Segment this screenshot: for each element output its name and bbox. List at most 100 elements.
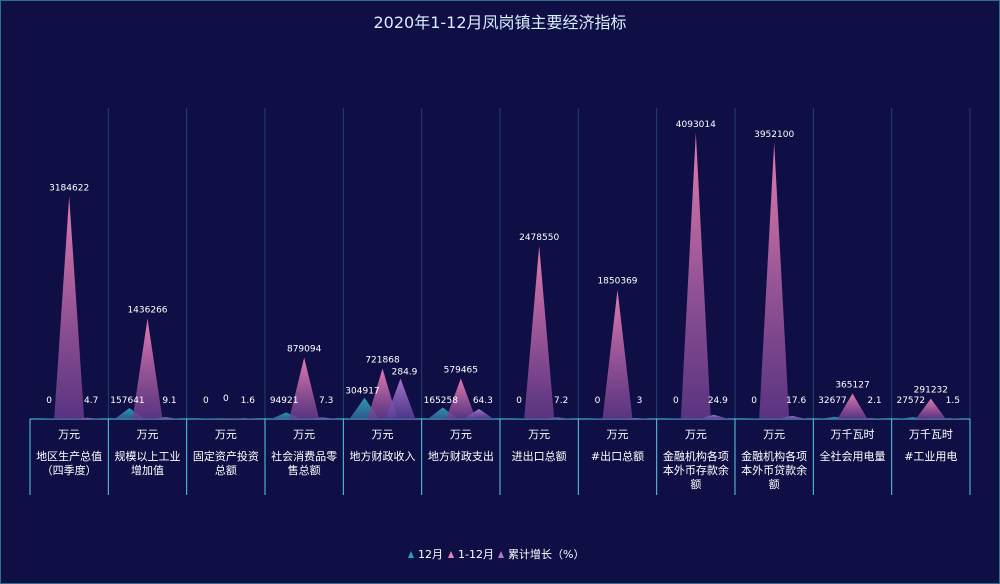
legend-marker	[448, 551, 454, 558]
bar-1-12m	[289, 357, 320, 419]
data-label-1-12m: 3184622	[49, 183, 89, 193]
data-label-12m: 0	[203, 396, 209, 406]
bar-growth	[307, 417, 338, 419]
category-label-line: 地方财政收入	[350, 449, 416, 463]
legend-label: 累计增长（%）	[508, 547, 584, 561]
category-label: 金融机构各项本外币贷款余额	[741, 449, 807, 491]
data-label-12m: 157641	[110, 396, 144, 406]
bar-growth	[385, 378, 416, 419]
data-label-12m: 27572	[896, 396, 925, 406]
data-label-growth: 9.1	[162, 396, 176, 406]
category-label-line: 地区生产总值	[36, 449, 102, 463]
data-label-1-12m: 0	[223, 394, 229, 404]
category-label-line: 额	[769, 478, 780, 491]
data-label-growth: 1.6	[241, 396, 256, 406]
category-label-line: 规模以上工业	[115, 449, 181, 463]
data-label-1-12m: 721868	[365, 356, 400, 366]
category-label-line: #工业用电	[904, 450, 957, 463]
data-label-12m: 94921	[270, 396, 299, 406]
category-unit: 万元	[763, 428, 785, 441]
data-label-1-12m: 291232	[914, 386, 948, 396]
bar-growth	[150, 417, 181, 419]
data-label-12m: 304917	[345, 387, 379, 397]
data-label-1-12m: 4093014	[676, 120, 716, 130]
category-label: #出口总额	[591, 449, 644, 463]
category-unit: 万元	[58, 428, 80, 441]
category-unit: 万元	[450, 428, 472, 441]
category-label-line: 本外币贷款余	[741, 463, 807, 477]
category-label-line: 全社会用电量	[820, 449, 886, 463]
category-label-line: 金融机构各项	[663, 449, 729, 463]
category-label-line: 地方财政支出	[428, 449, 494, 463]
data-label-1-12m: 2478550	[519, 233, 559, 243]
data-label-1-12m: 879094	[287, 345, 322, 355]
bar-1-12m	[445, 378, 476, 419]
data-label-1-12m: 365127	[835, 380, 869, 390]
category-label-line: 固定资产投资	[193, 449, 259, 463]
bar-1-12m	[54, 196, 85, 419]
category-unit: 万元	[372, 428, 394, 441]
category-label-line: 售总额	[288, 463, 321, 477]
data-label-growth: 1.5	[946, 396, 960, 406]
data-label-1-12m: 1850369	[597, 277, 637, 287]
bar-growth	[228, 418, 259, 419]
legend: 12月 1-12月 累计增长（%）	[408, 547, 584, 561]
category-label: 地区生产总值（四季度）	[36, 449, 102, 477]
data-label-12m: 0	[595, 396, 601, 406]
legend-marker	[498, 551, 504, 558]
bar-growth	[620, 418, 651, 419]
bar-1-12m	[524, 245, 555, 419]
category-label: 全社会用电量	[820, 449, 886, 463]
bar-1-12m	[367, 368, 398, 419]
category-label: 地方财政收入	[350, 449, 416, 463]
bar-1-12m	[680, 133, 711, 419]
data-label-1-12m: 3952100	[754, 130, 794, 140]
category-label: 规模以上工业增加值	[115, 449, 181, 477]
category-label: 进出口总额	[512, 449, 567, 463]
data-label-growth: 7.2	[554, 396, 568, 406]
category-label: 金融机构各项本外币存款余额	[663, 449, 729, 491]
data-label-growth: 7.3	[319, 396, 333, 406]
category-label-line: 进出口总额	[512, 449, 567, 463]
bar-1-12m	[915, 398, 946, 419]
chart-title: 2020年1-12月凤岗镇主要经济指标	[373, 13, 626, 32]
bar-1-12m	[837, 393, 868, 419]
category-label: 固定资产投资总额	[193, 449, 259, 477]
bar-1-12m	[132, 318, 163, 419]
category-label: #工业用电	[904, 450, 957, 463]
category-label: 社会消费品零售总额	[271, 449, 337, 477]
legend-label: 1-12月	[458, 548, 494, 561]
data-label-12m: 0	[751, 396, 757, 406]
category-unit: 万元	[607, 428, 629, 441]
bar-growth	[72, 417, 103, 419]
legend-marker	[408, 551, 414, 558]
category-label-line: （四季度）	[42, 463, 97, 477]
data-label-growth: 64.3	[473, 396, 493, 406]
category-label-line: 增加值	[131, 463, 164, 477]
bar-1-12m	[759, 142, 790, 420]
data-label-growth: 284.9	[392, 368, 418, 378]
legend-label: 12月	[418, 548, 443, 561]
category-unit: 万元	[215, 428, 237, 441]
bar-growth	[463, 408, 494, 419]
data-label-growth: 4.7	[84, 396, 98, 406]
category-label-line: 本外币存款余	[663, 463, 729, 477]
bar-growth	[933, 418, 964, 419]
bar-growth	[777, 415, 808, 419]
bar-growth	[698, 414, 729, 419]
category-label-line: 金融机构各项	[741, 449, 807, 463]
bar-growth	[542, 417, 573, 419]
data-label-12m: 0	[46, 396, 52, 406]
category-unit: 万元	[685, 428, 707, 441]
data-label-12m: 0	[673, 396, 679, 406]
data-label-growth: 2.1	[867, 396, 881, 406]
bar-growth	[855, 418, 886, 419]
data-label-12m: 32677	[818, 396, 847, 406]
bar-1-12m	[602, 289, 633, 419]
category-label-line: 额	[690, 478, 701, 491]
category-label: 地方财政支出	[428, 449, 494, 463]
category-label-line: 总额	[215, 463, 237, 477]
data-label-1-12m: 579465	[444, 366, 478, 376]
category-unit: 万元	[137, 428, 159, 441]
